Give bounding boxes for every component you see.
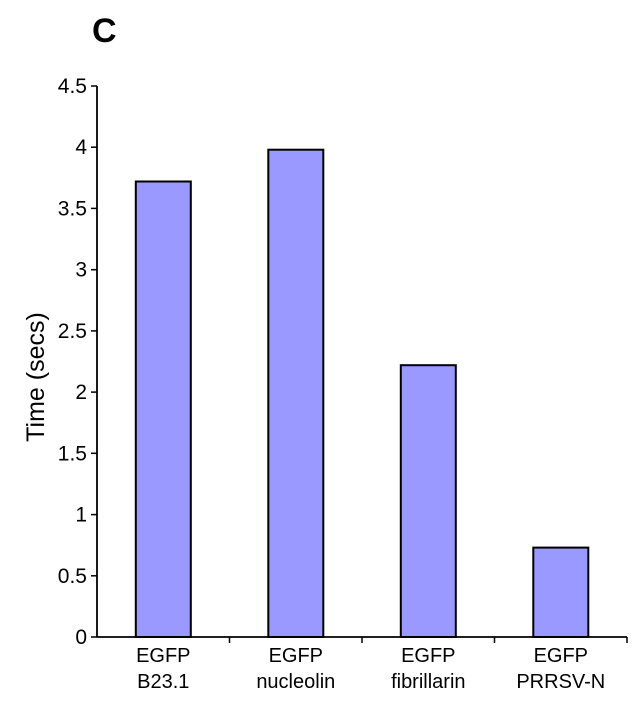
- axes-layer: [96, 86, 628, 643]
- y-tick-label: 0.5: [58, 565, 87, 588]
- y-tick-label: 2.5: [58, 320, 87, 343]
- bar-1: [267, 148, 325, 638]
- panel-label: C: [92, 12, 117, 50]
- y-axis-title: Time (secs): [22, 312, 50, 442]
- y-tick-label: 4: [75, 136, 87, 159]
- y-ticks-layer: 0 0.5 1 1.5 2 2.5 3 3.5 4 4.5: [58, 75, 97, 649]
- y-tick-label: 2: [75, 381, 87, 404]
- bar-0: [134, 180, 192, 638]
- x-category-label: EGFP: [136, 645, 190, 667]
- x-category-label: nucleolin: [256, 671, 335, 693]
- x-category-label: EGFP: [534, 645, 588, 667]
- bar-3: [532, 546, 590, 638]
- y-tick-label: 1.5: [58, 442, 87, 465]
- y-tick-label: 3: [75, 259, 87, 282]
- bar-2: [399, 364, 457, 638]
- x-category-label: EGFP: [269, 645, 323, 667]
- y-tick-label: 4.5: [58, 75, 87, 98]
- y-tick-label: 0: [75, 626, 87, 649]
- x-category-label: PRRSV-N: [516, 671, 605, 693]
- x-category-label: fibrillarin: [391, 671, 465, 693]
- y-tick-label: 1: [75, 504, 87, 527]
- x-categories-layer: EGFP B23.1 EGFP nucleolin EGFP fibrillarin EGF…: [136, 645, 605, 693]
- y-tick-label: 3.5: [58, 197, 87, 220]
- x-category-label: B23.1: [137, 671, 189, 693]
- x-category-label: EGFP: [401, 645, 455, 667]
- bars-layer: [134, 148, 590, 638]
